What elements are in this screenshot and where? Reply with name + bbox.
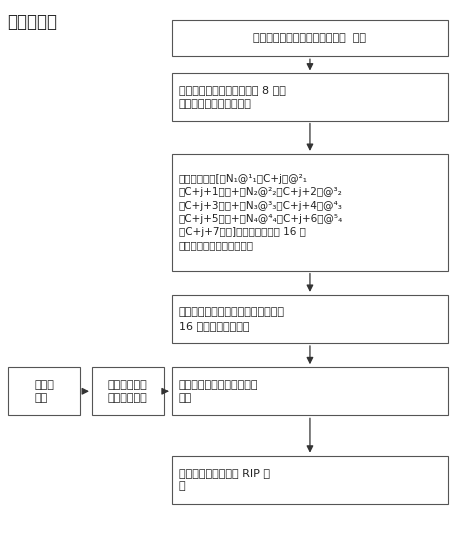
FancyBboxPatch shape: [92, 367, 163, 415]
FancyBboxPatch shape: [171, 295, 447, 343]
Text: 输出嵌入防伪信息的 RIP 文
件: 输出嵌入防伪信息的 RIP 文 件: [178, 468, 269, 492]
FancyBboxPatch shape: [171, 367, 447, 415]
FancyBboxPatch shape: [171, 154, 447, 271]
Text: 通过位扩展和[（N₁@¹₁（C+j）@²₁
（C+j+1））+（N₂@²₂（C+j+2）@³₂
（C+j+3））+（N₃@³₃（C+j+4）@⁴₃
（C+j+5: 通过位扩展和[（N₁@¹₁（C+j）@²₁ （C+j+1））+（N₂@²₂（C+…: [178, 174, 342, 250]
Text: 图像栅格化处
理、混合加网: 图像栅格化处 理、混合加网: [108, 379, 147, 403]
FancyBboxPatch shape: [171, 456, 447, 504]
Text: 原始防伪信息（图像、文字、商  标）: 原始防伪信息（图像、文字、商 标）: [253, 33, 365, 43]
Text: 加密流程图: 加密流程图: [7, 13, 57, 32]
Text: 二进制加密防伪信息信道编码，生成
16 位二进制调制信号: 二进制加密防伪信息信道编码，生成 16 位二进制调制信号: [178, 307, 284, 331]
Text: 循环查表法调制调幅网点的
形状: 循环查表法调制调幅网点的 形状: [178, 379, 257, 403]
FancyBboxPatch shape: [171, 20, 447, 56]
FancyBboxPatch shape: [171, 73, 447, 121]
Text: 连续调
图像: 连续调 图像: [34, 379, 54, 403]
FancyBboxPatch shape: [8, 367, 80, 415]
Text: 防伪信息数字化处理，生成 8 位一
组的二进制防伪信息表。: 防伪信息数字化处理，生成 8 位一 组的二进制防伪信息表。: [178, 85, 285, 109]
